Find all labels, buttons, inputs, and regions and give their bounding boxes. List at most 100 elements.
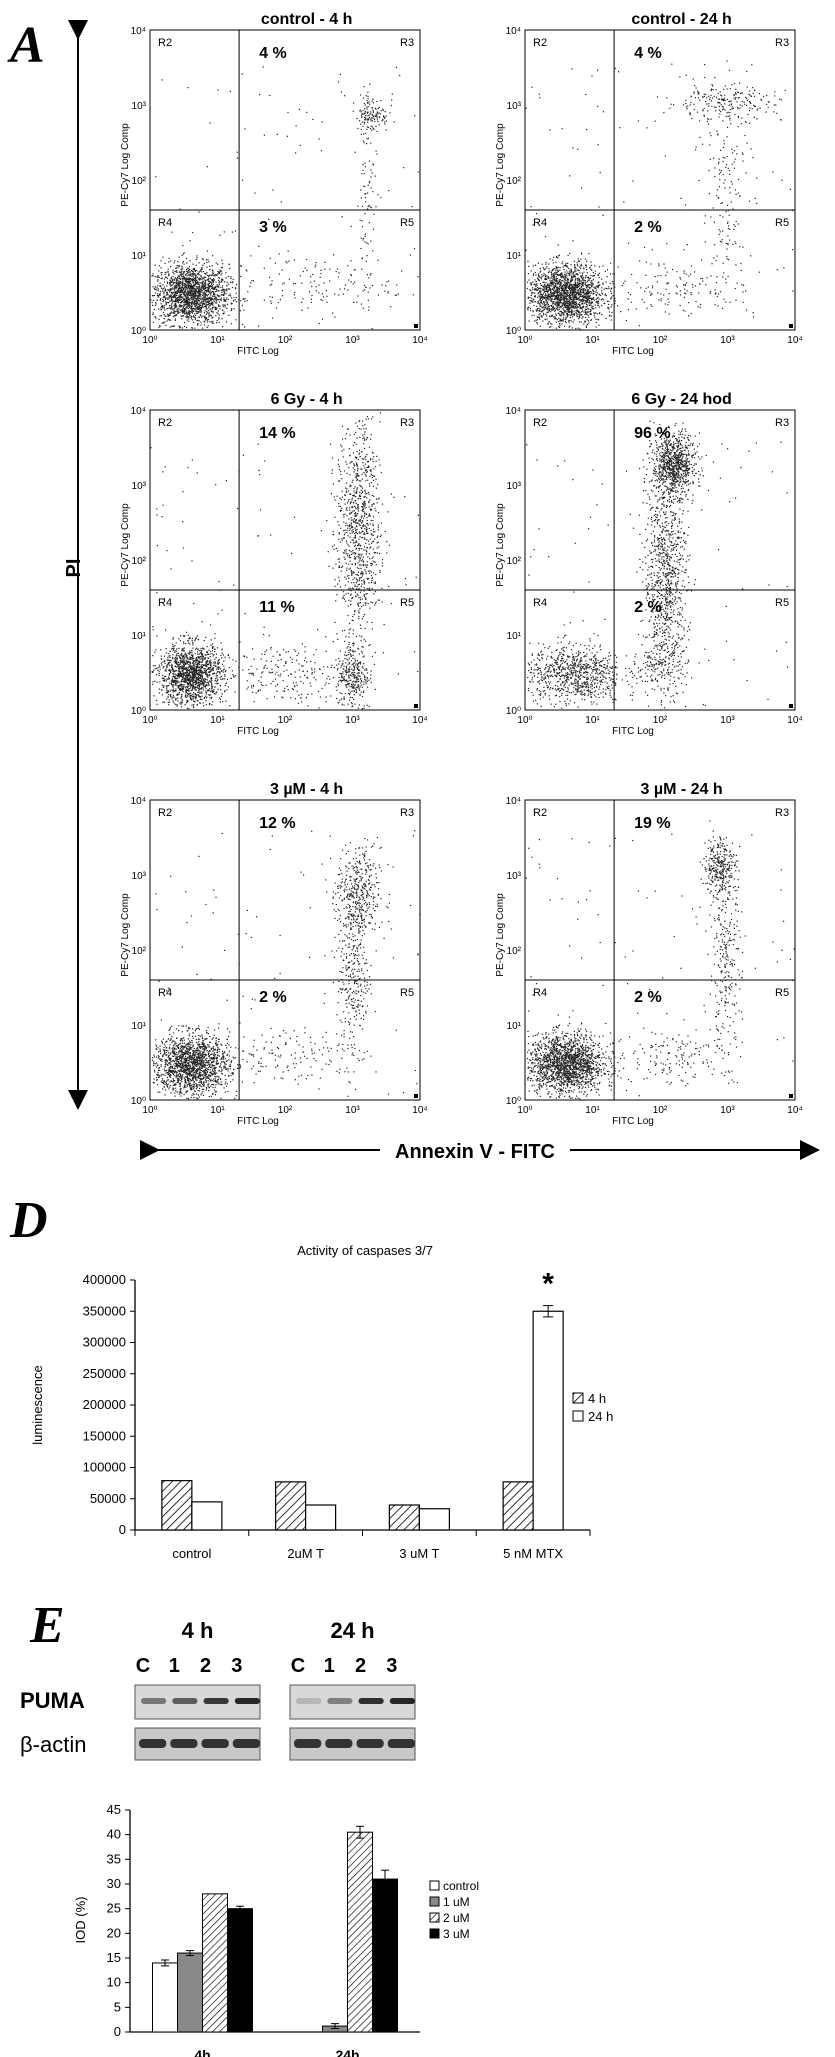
y-tick-label: 10² (507, 946, 522, 957)
region-label: R4 (158, 597, 172, 609)
region-label: R2 (533, 37, 547, 49)
y-tick-label: 35 (107, 1851, 121, 1866)
panel-d-letter: D (10, 1192, 48, 1249)
upper-right-percent: 14 % (259, 425, 295, 442)
plot-x-label: FITC Log (612, 1116, 654, 1127)
x-tick-label: 10² (653, 1105, 668, 1116)
y-tick-label: 0 (114, 2024, 121, 2039)
y-tick-label: 10⁰ (506, 1096, 521, 1107)
y-tick-label: 10¹ (507, 1021, 522, 1032)
plot-x-label: FITC Log (237, 346, 279, 357)
y-tick-label: 10⁰ (506, 706, 521, 717)
blot-band (294, 1739, 322, 1748)
lower-right-percent: 2 % (634, 599, 662, 616)
blot-band (234, 1698, 260, 1704)
flow-events (151, 830, 421, 1100)
y-tick-label: 50000 (90, 1491, 126, 1506)
region-label: R2 (158, 417, 172, 429)
region-label: R2 (533, 417, 547, 429)
x-tick-label: 10⁴ (412, 335, 427, 346)
x-tick-label: 10¹ (585, 335, 600, 346)
blot-band (141, 1698, 167, 1704)
y-tick-label: 300000 (83, 1335, 126, 1350)
plot-x-label: FITC Log (612, 726, 654, 737)
plot-title: control - 4 h (261, 11, 353, 28)
y-tick-label: 10⁰ (131, 706, 146, 717)
bar (502, 1481, 534, 1531)
y-tick-label: 0 (119, 1522, 126, 1537)
legend-label: 1 uM (443, 1895, 470, 1909)
legend-label: 4 h (588, 1391, 606, 1406)
region-label: R3 (400, 807, 414, 819)
panel-e-chart: 0 5 10 15 20 25 30 35 40 45 IOD (%) 4h 24h control 1 u… (73, 1802, 479, 2057)
region-label: R4 (158, 217, 172, 229)
panel-a-letter: A (10, 17, 45, 74)
region-label: R4 (533, 987, 547, 999)
blot-band (170, 1739, 198, 1748)
bar (152, 1962, 178, 2033)
lane-label: C (291, 1655, 305, 1677)
y-tick-label: 10² (507, 176, 522, 187)
y-tick-label: 10² (132, 556, 147, 567)
x-tick-label: 10² (653, 335, 668, 346)
blot-time-label: 4 h (182, 1618, 214, 1643)
region-label: R3 (775, 417, 789, 429)
bar (191, 1501, 223, 1531)
x-tick-label: 10¹ (585, 1105, 600, 1116)
lower-right-percent: 2 % (259, 989, 287, 1006)
x-tick-label: 10³ (345, 1105, 360, 1116)
plot-x-label: FITC Log (237, 1116, 279, 1127)
x-tick-label: 10⁰ (142, 335, 157, 346)
x-tick-label: 10³ (345, 335, 360, 346)
y-tick-label: 100000 (83, 1460, 126, 1475)
y-tick-label: 10⁴ (131, 26, 146, 37)
upper-right-percent: 4 % (634, 45, 662, 62)
x-tick-label: 10³ (720, 715, 735, 726)
y-tick-label: 10⁰ (131, 326, 146, 337)
x-tick-label: 10³ (345, 715, 360, 726)
plot-y-label: PE-Cy7 Log Comp (120, 893, 131, 977)
plot-frame (524, 29, 796, 331)
chart-title: Activity of caspases 3/7 (297, 1243, 433, 1258)
plot-y-label: PE-Cy7 Log Comp (495, 503, 506, 587)
y-tick-label: 10³ (507, 101, 522, 112)
lane-label: 2 (200, 1655, 211, 1677)
flow-events (150, 66, 419, 330)
flow-events (525, 820, 796, 1100)
x-category-label: 2uM T (287, 1546, 324, 1561)
flow-events (526, 420, 788, 709)
plot-frame (149, 409, 421, 711)
y-tick-label: 10² (132, 176, 147, 187)
bar (177, 1952, 203, 2033)
y-tick-label: 10² (132, 946, 147, 957)
flow-events (150, 412, 420, 710)
bar (227, 1908, 253, 2033)
legend-swatch (572, 1392, 584, 1404)
region-label: R3 (775, 37, 789, 49)
y-tick-label: 10³ (132, 481, 147, 492)
lane-label: 1 (169, 1655, 180, 1677)
blot-band (389, 1698, 415, 1704)
y-tick-label: 45 (107, 1802, 121, 1817)
region-label: R5 (775, 987, 789, 999)
y-tick-label: 400000 (83, 1272, 126, 1287)
legend-label: control (443, 1879, 479, 1893)
x-tick-label: 10² (278, 715, 293, 726)
plot-x-label: FITC Log (237, 726, 279, 737)
x-tick-label: 10⁰ (517, 1105, 532, 1116)
upper-right-percent: 96 % (634, 425, 670, 442)
lower-right-percent: 2 % (634, 989, 662, 1006)
y-axis-label: luminescence (30, 1365, 45, 1445)
region-label: R5 (400, 597, 414, 609)
blot-band (356, 1739, 384, 1748)
plot-y-label: PE-Cy7 Log Comp (495, 893, 506, 977)
y-tick-label: 10¹ (507, 631, 522, 642)
y-tick-label: 10¹ (507, 251, 522, 262)
x-tick-label: 10¹ (585, 715, 600, 726)
x-tick-label: 10¹ (210, 335, 225, 346)
